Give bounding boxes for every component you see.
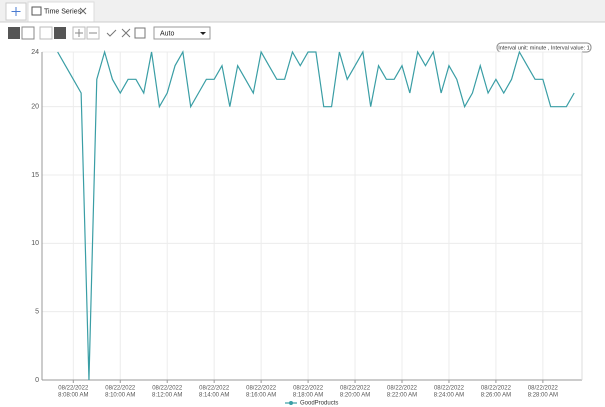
x-tick-label: 8:22:00 AM (387, 393, 417, 399)
plus-icon (11, 7, 21, 16)
copy-button[interactable] (134, 27, 146, 39)
legend-marker-dot (289, 401, 293, 405)
dropdown-value: Auto (160, 30, 175, 37)
x-tick-label: 08/22/2022 (387, 386, 418, 392)
zoom-button[interactable] (54, 27, 66, 39)
x-tick-label: 8:18:00 AM (293, 393, 323, 399)
x-tick-label: 8:28:00 AM (528, 393, 558, 399)
x-tick-label: 08/22/2022 (340, 386, 371, 392)
x-tick-label: 08/22/2022 (105, 386, 136, 392)
y-tick-label: 15 (31, 172, 39, 179)
plus-icon (75, 29, 83, 37)
plot-area (42, 52, 582, 380)
tab-title: Time Series (44, 8, 82, 15)
x-tick-label: 8:10:00 AM (105, 393, 135, 399)
interval-dropdown[interactable] (153, 26, 211, 40)
toolbar: Auto (8, 26, 211, 40)
legend-label: GoodProducts (300, 401, 338, 407)
y-tick-label: 24 (31, 49, 39, 56)
annotation: Interval unit: minute , Interval value: … (498, 45, 589, 51)
x-tick-label: 8:16:00 AM (246, 393, 276, 399)
pan-button[interactable] (39, 26, 53, 40)
check-button[interactable] (106, 29, 117, 37)
x-tick-label: 8:14:00 AM (199, 393, 229, 399)
x-tick-label: 08/22/2022 (528, 386, 559, 392)
x-tick-label: 08/22/2022 (152, 386, 183, 392)
x-tick-label: 8:26:00 AM (481, 393, 511, 399)
y-tick-label: 10 (31, 240, 39, 247)
x-tick-label: 8:12:00 AM (152, 393, 182, 399)
x-tick-label: 8:20:00 AM (340, 393, 370, 399)
y-tick-label: 0 (35, 377, 39, 384)
table-view-button[interactable] (21, 26, 35, 40)
chart-view-button[interactable] (8, 27, 20, 39)
x-tick-label: 8:24:00 AM (434, 393, 464, 399)
x-tick-label: 08/22/2022 (434, 386, 465, 392)
x-tick-label: 08/22/2022 (58, 386, 89, 392)
data-line (57, 49, 575, 381)
y-tick-label: 20 (31, 104, 39, 111)
x-tick-label: 08/22/2022 (481, 386, 512, 392)
x-tick-label: 8:08:00 AM (58, 393, 88, 399)
x-tick-label: 08/22/2022 (293, 386, 324, 392)
dropdown-arrow (200, 32, 206, 35)
y-tick-label: 5 (35, 309, 39, 316)
clear-button[interactable] (121, 28, 131, 38)
close-icon[interactable] (79, 7, 87, 15)
x-tick-label: 08/22/2022 (199, 386, 230, 392)
tab-bar (0, 0, 605, 22)
x-tick-label: 08/22/2022 (246, 386, 277, 392)
tab-icon (31, 6, 42, 16)
